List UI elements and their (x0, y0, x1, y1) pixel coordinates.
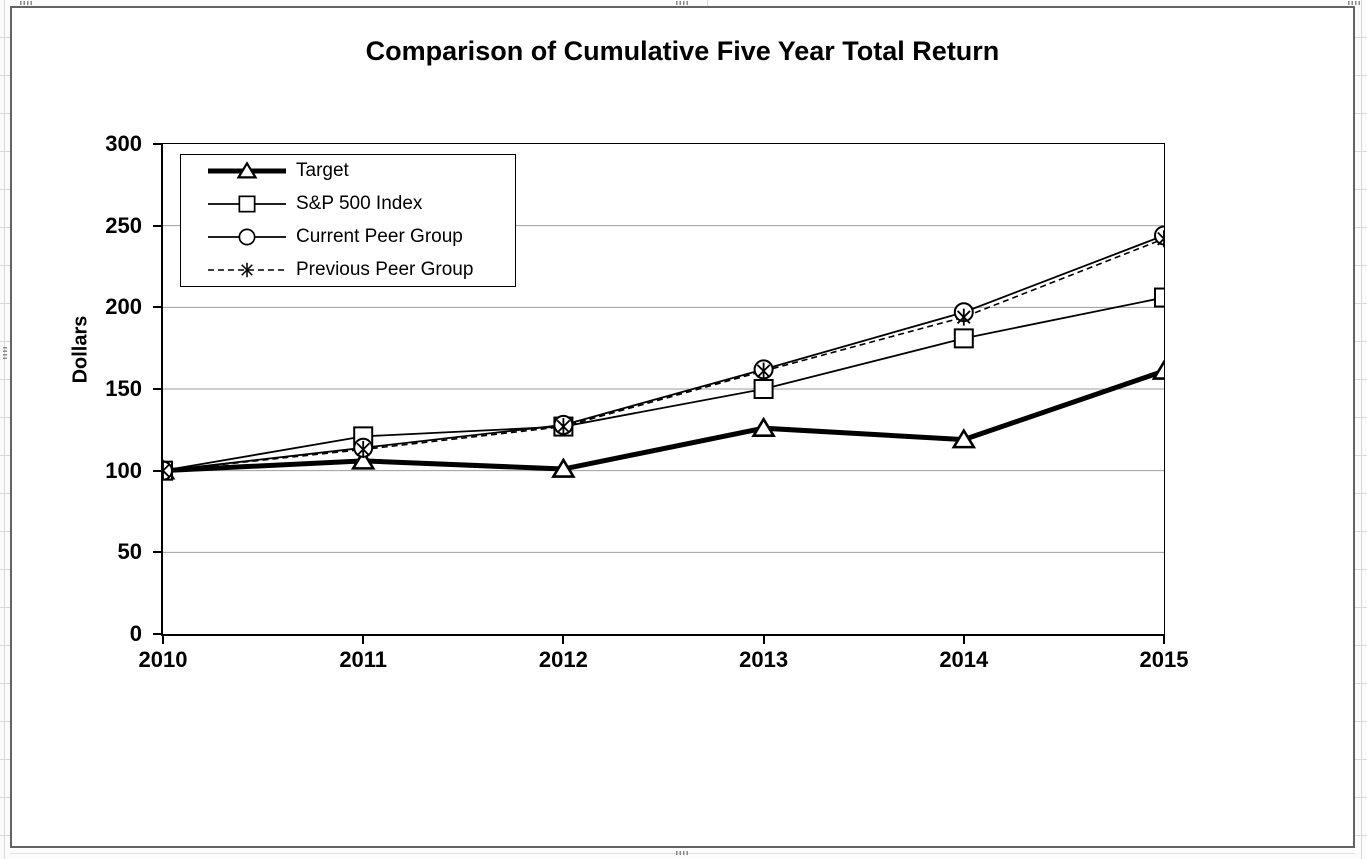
y-axis-tick-label[interactable]: 200 (105, 294, 142, 320)
x-axis-tick (562, 636, 565, 644)
x-axis-tick (762, 636, 765, 644)
legend-label: Target (296, 160, 349, 181)
legend-entry[interactable]: Current Peer Group (181, 221, 515, 254)
y-axis-tick-label[interactable]: 0 (129, 621, 142, 646)
y-axis-tick-label[interactable]: 100 (105, 457, 142, 483)
y-axis-tick (153, 551, 161, 554)
selection-handle-top-left[interactable] (20, 1, 32, 5)
x-axis-tick-label[interactable]: 2015 (1139, 647, 1189, 672)
chart-series-canvas (163, 225, 1164, 553)
y-axis-tick (153, 143, 161, 145)
plot-area[interactable] (161, 143, 1165, 636)
y-axis-tick-label[interactable]: 300 (105, 131, 142, 156)
x-axis-tick (1163, 636, 1165, 644)
y-axis-tick-label[interactable]: 50 (117, 539, 142, 565)
selection-handle-top-center[interactable] (676, 1, 688, 5)
selection-handle-left-middle[interactable] (3, 347, 7, 359)
y-axis-tick (153, 469, 161, 472)
chart-legend[interactable]: Target S&P 500 Index Current Peer Group Pre… (180, 154, 516, 287)
legend-label: Previous Peer Group (296, 259, 474, 280)
y-axis-tick (153, 633, 161, 635)
y-axis-tick (153, 306, 161, 309)
x-axis-tick (362, 636, 365, 644)
legend-sample-triangle-icon (208, 161, 286, 179)
legend-label: Current Peer Group (296, 226, 463, 247)
chart-title[interactable]: Comparison of Cumulative Five Year Total… (365, 36, 1000, 66)
x-axis-tick-label[interactable]: 2012 (538, 647, 588, 672)
y-axis-tick (153, 388, 161, 390)
legend-sample-asterisk-icon (208, 262, 286, 278)
x-axis-tick-label[interactable]: 2011 (339, 647, 388, 672)
legend-entry[interactable]: S&P 500 Index (181, 188, 515, 221)
spreadsheet-left-edge[interactable] (0, 0, 10, 859)
chart-object[interactable]: Comparison of Cumulative Five Year Total… (10, 6, 1355, 848)
legend-label: S&P 500 Index (296, 193, 423, 214)
legend-entry[interactable]: Target (181, 155, 515, 188)
legend-sample-circle-icon (208, 228, 286, 246)
y-axis-tick-label[interactable]: 150 (105, 376, 142, 401)
y-axis-tick-label[interactable]: 250 (105, 212, 142, 238)
selection-handle-bottom-center[interactable] (676, 851, 688, 855)
x-axis-tick (162, 636, 164, 644)
x-axis-tick-label[interactable]: 2014 (939, 647, 989, 672)
spreadsheet-right-edge[interactable] (1355, 0, 1367, 859)
legend-sample-square-icon (208, 195, 286, 213)
x-axis-tick-label[interactable]: 2013 (739, 647, 789, 672)
y-axis-tick (153, 224, 161, 227)
selection-handle-top-right[interactable] (1348, 1, 1360, 5)
legend-entry[interactable]: Previous Peer Group (181, 254, 515, 287)
x-axis-tick (962, 636, 965, 644)
x-axis-tick-label[interactable]: 2010 (138, 647, 188, 672)
